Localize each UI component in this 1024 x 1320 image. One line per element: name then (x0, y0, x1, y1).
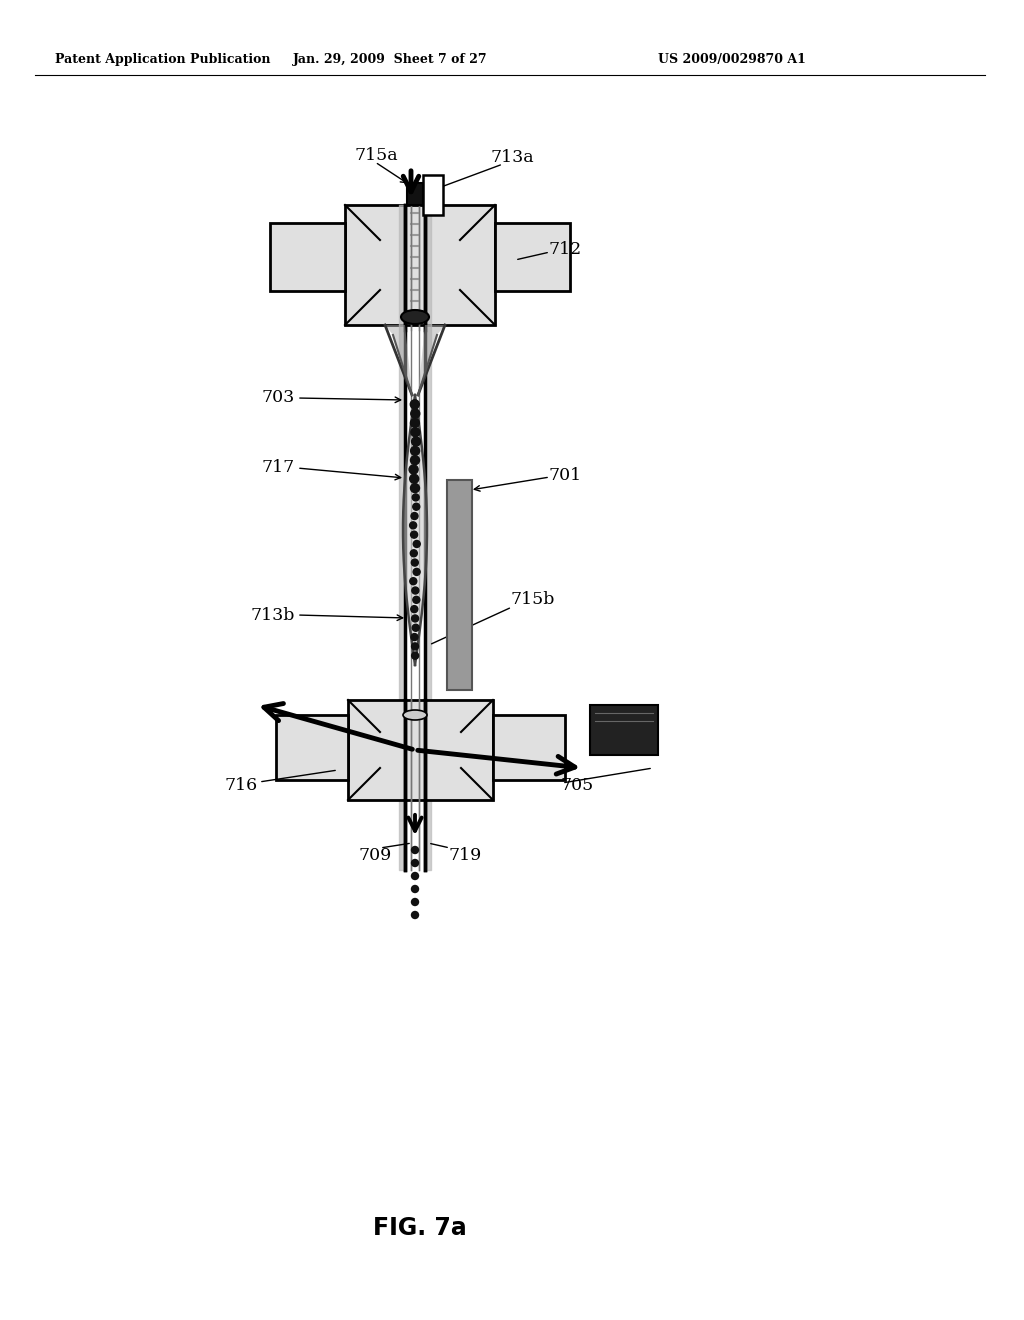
Bar (407, 183, 423, 205)
Bar (345, 205, 495, 325)
Circle shape (410, 474, 419, 483)
Text: 719: 719 (449, 846, 481, 863)
Circle shape (412, 437, 421, 446)
Bar (590, 705, 658, 755)
Circle shape (412, 846, 419, 854)
Circle shape (412, 652, 419, 659)
Text: 701: 701 (548, 466, 582, 483)
Text: FIG. 7a: FIG. 7a (373, 1216, 467, 1239)
Bar (493, 715, 565, 780)
Circle shape (411, 512, 418, 520)
Circle shape (413, 503, 420, 511)
Text: Jan. 29, 2009  Sheet 7 of 27: Jan. 29, 2009 Sheet 7 of 27 (293, 54, 487, 66)
Bar (276, 715, 348, 780)
Circle shape (410, 465, 418, 474)
Text: 715a: 715a (355, 147, 398, 164)
Bar (495, 223, 570, 290)
Circle shape (412, 615, 419, 622)
Circle shape (410, 521, 417, 529)
Text: 703: 703 (262, 389, 295, 407)
Bar (423, 176, 443, 215)
Circle shape (413, 597, 420, 603)
Circle shape (413, 624, 419, 631)
Circle shape (413, 494, 419, 500)
Circle shape (412, 886, 419, 892)
Circle shape (410, 578, 417, 585)
Circle shape (411, 483, 420, 492)
Circle shape (411, 531, 418, 539)
Circle shape (412, 912, 419, 919)
Text: 713a: 713a (490, 149, 534, 166)
Circle shape (411, 409, 420, 418)
Circle shape (414, 540, 420, 548)
Text: US 2009/0029870 A1: US 2009/0029870 A1 (658, 54, 806, 66)
Circle shape (412, 587, 419, 594)
Circle shape (412, 873, 419, 879)
Text: 713b: 713b (251, 606, 295, 623)
Circle shape (412, 560, 419, 566)
Circle shape (411, 400, 419, 409)
Circle shape (412, 899, 419, 906)
Text: 709: 709 (358, 846, 391, 863)
Text: 705: 705 (560, 776, 593, 793)
Bar (348, 700, 493, 800)
Text: 712: 712 (548, 242, 582, 259)
Circle shape (413, 569, 420, 576)
Polygon shape (403, 395, 427, 665)
Circle shape (412, 643, 419, 649)
Circle shape (411, 606, 418, 612)
Circle shape (411, 428, 420, 437)
Circle shape (411, 446, 420, 455)
Circle shape (411, 455, 420, 465)
Bar (447, 480, 472, 690)
Circle shape (412, 859, 419, 866)
Ellipse shape (401, 310, 429, 323)
Ellipse shape (403, 710, 427, 719)
Bar (270, 223, 345, 290)
Circle shape (411, 634, 418, 640)
Circle shape (411, 418, 420, 428)
Text: Patent Application Publication: Patent Application Publication (55, 54, 270, 66)
Text: 716: 716 (225, 776, 258, 793)
Text: 717: 717 (262, 459, 295, 477)
Text: 715b: 715b (510, 591, 554, 609)
Circle shape (411, 549, 418, 557)
Polygon shape (385, 325, 412, 395)
Polygon shape (418, 325, 445, 395)
